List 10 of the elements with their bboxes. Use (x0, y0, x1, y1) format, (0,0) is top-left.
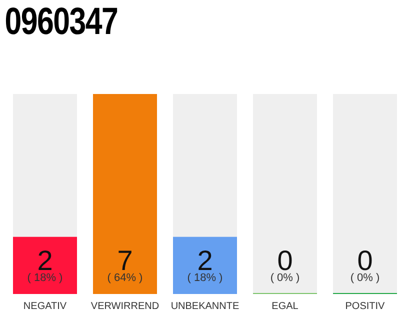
chart-title: 0960347 (4, 0, 119, 43)
annotation: ( 64% ) (107, 272, 143, 284)
annotation: ( 18% ) (187, 272, 223, 284)
x-tick-label: EGAL (272, 301, 299, 312)
x-tick-label: VERWIRREND (90, 301, 160, 312)
x-tick-label: POSITIV (345, 301, 386, 312)
x-tick-label: NEGATIV (23, 301, 67, 312)
annotation: ( 0% ) (270, 272, 300, 284)
x-tick-label: UNBEKANNTE (170, 301, 240, 312)
annotation: ( 0% ) (350, 272, 380, 284)
